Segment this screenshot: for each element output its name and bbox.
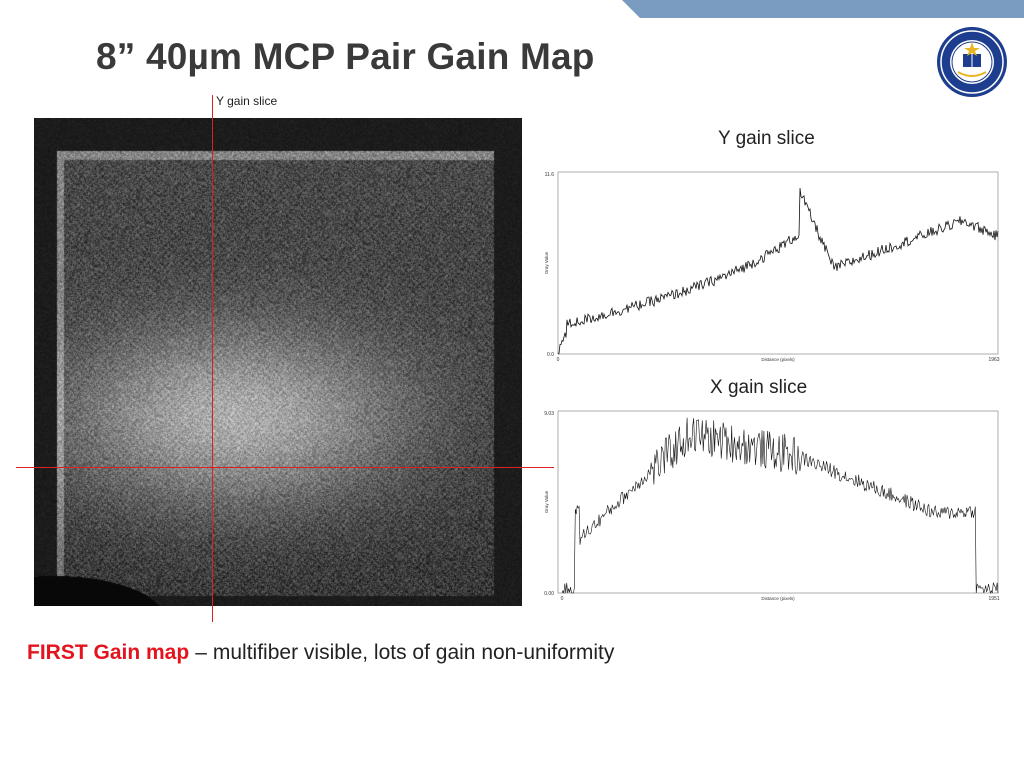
y-slice-y-bottom-tick: 0.0 bbox=[547, 352, 554, 358]
gain-map-image bbox=[34, 118, 522, 606]
university-seal-logo bbox=[937, 27, 1007, 97]
x-slice-x-right-tick: 1951 bbox=[988, 596, 999, 602]
crosshair-vertical-line bbox=[212, 95, 213, 622]
caption-lead: FIRST Gain map bbox=[27, 641, 190, 664]
crosshair-horizontal-line bbox=[16, 467, 554, 468]
y-slice-xlabel: Distance (pixels) bbox=[761, 357, 795, 362]
y-slice-profile-plot: 11.6 0.0 0 1963 Distance (pixels) Gray V… bbox=[544, 171, 1000, 363]
x-slice-xlabel: Distance (pixels) bbox=[761, 596, 795, 601]
slide-title: 8” 40µm MCP Pair Gain Map bbox=[96, 36, 595, 77]
caption-text: multifiber visible, lots of gain non-uni… bbox=[212, 641, 615, 664]
x-slice-y-top-tick: 9.03 bbox=[544, 411, 554, 417]
y-slice-x-right-tick: 1963 bbox=[988, 357, 999, 363]
x-slice-y-bottom-tick: 0.00 bbox=[544, 591, 554, 597]
caption-dash: – bbox=[195, 641, 207, 664]
x-slice-profile-line bbox=[561, 417, 999, 595]
y-slice-ylabel: Gray Value bbox=[544, 251, 549, 274]
x-slice-ylabel: Gray Value bbox=[544, 490, 549, 513]
y-slice-x-left-tick: 0 bbox=[557, 357, 560, 363]
slide-caption: FIRST Gain map – multifiber visible, lots … bbox=[27, 641, 614, 665]
x-slice-x-left-tick: 0 bbox=[561, 596, 564, 602]
y-slice-y-top-tick: 11.6 bbox=[545, 172, 555, 178]
y-slice-title: Y gain slice bbox=[718, 128, 815, 149]
x-slice-profile-plot: 9.03 0.00 0 1951 Distance (pixels) Gray … bbox=[544, 410, 1000, 602]
y-slice-profile-line bbox=[557, 188, 999, 355]
top-banner bbox=[622, 0, 1024, 18]
x-slice-title: X gain slice bbox=[710, 377, 808, 398]
crosshair-label: Y gain slice bbox=[216, 94, 278, 108]
